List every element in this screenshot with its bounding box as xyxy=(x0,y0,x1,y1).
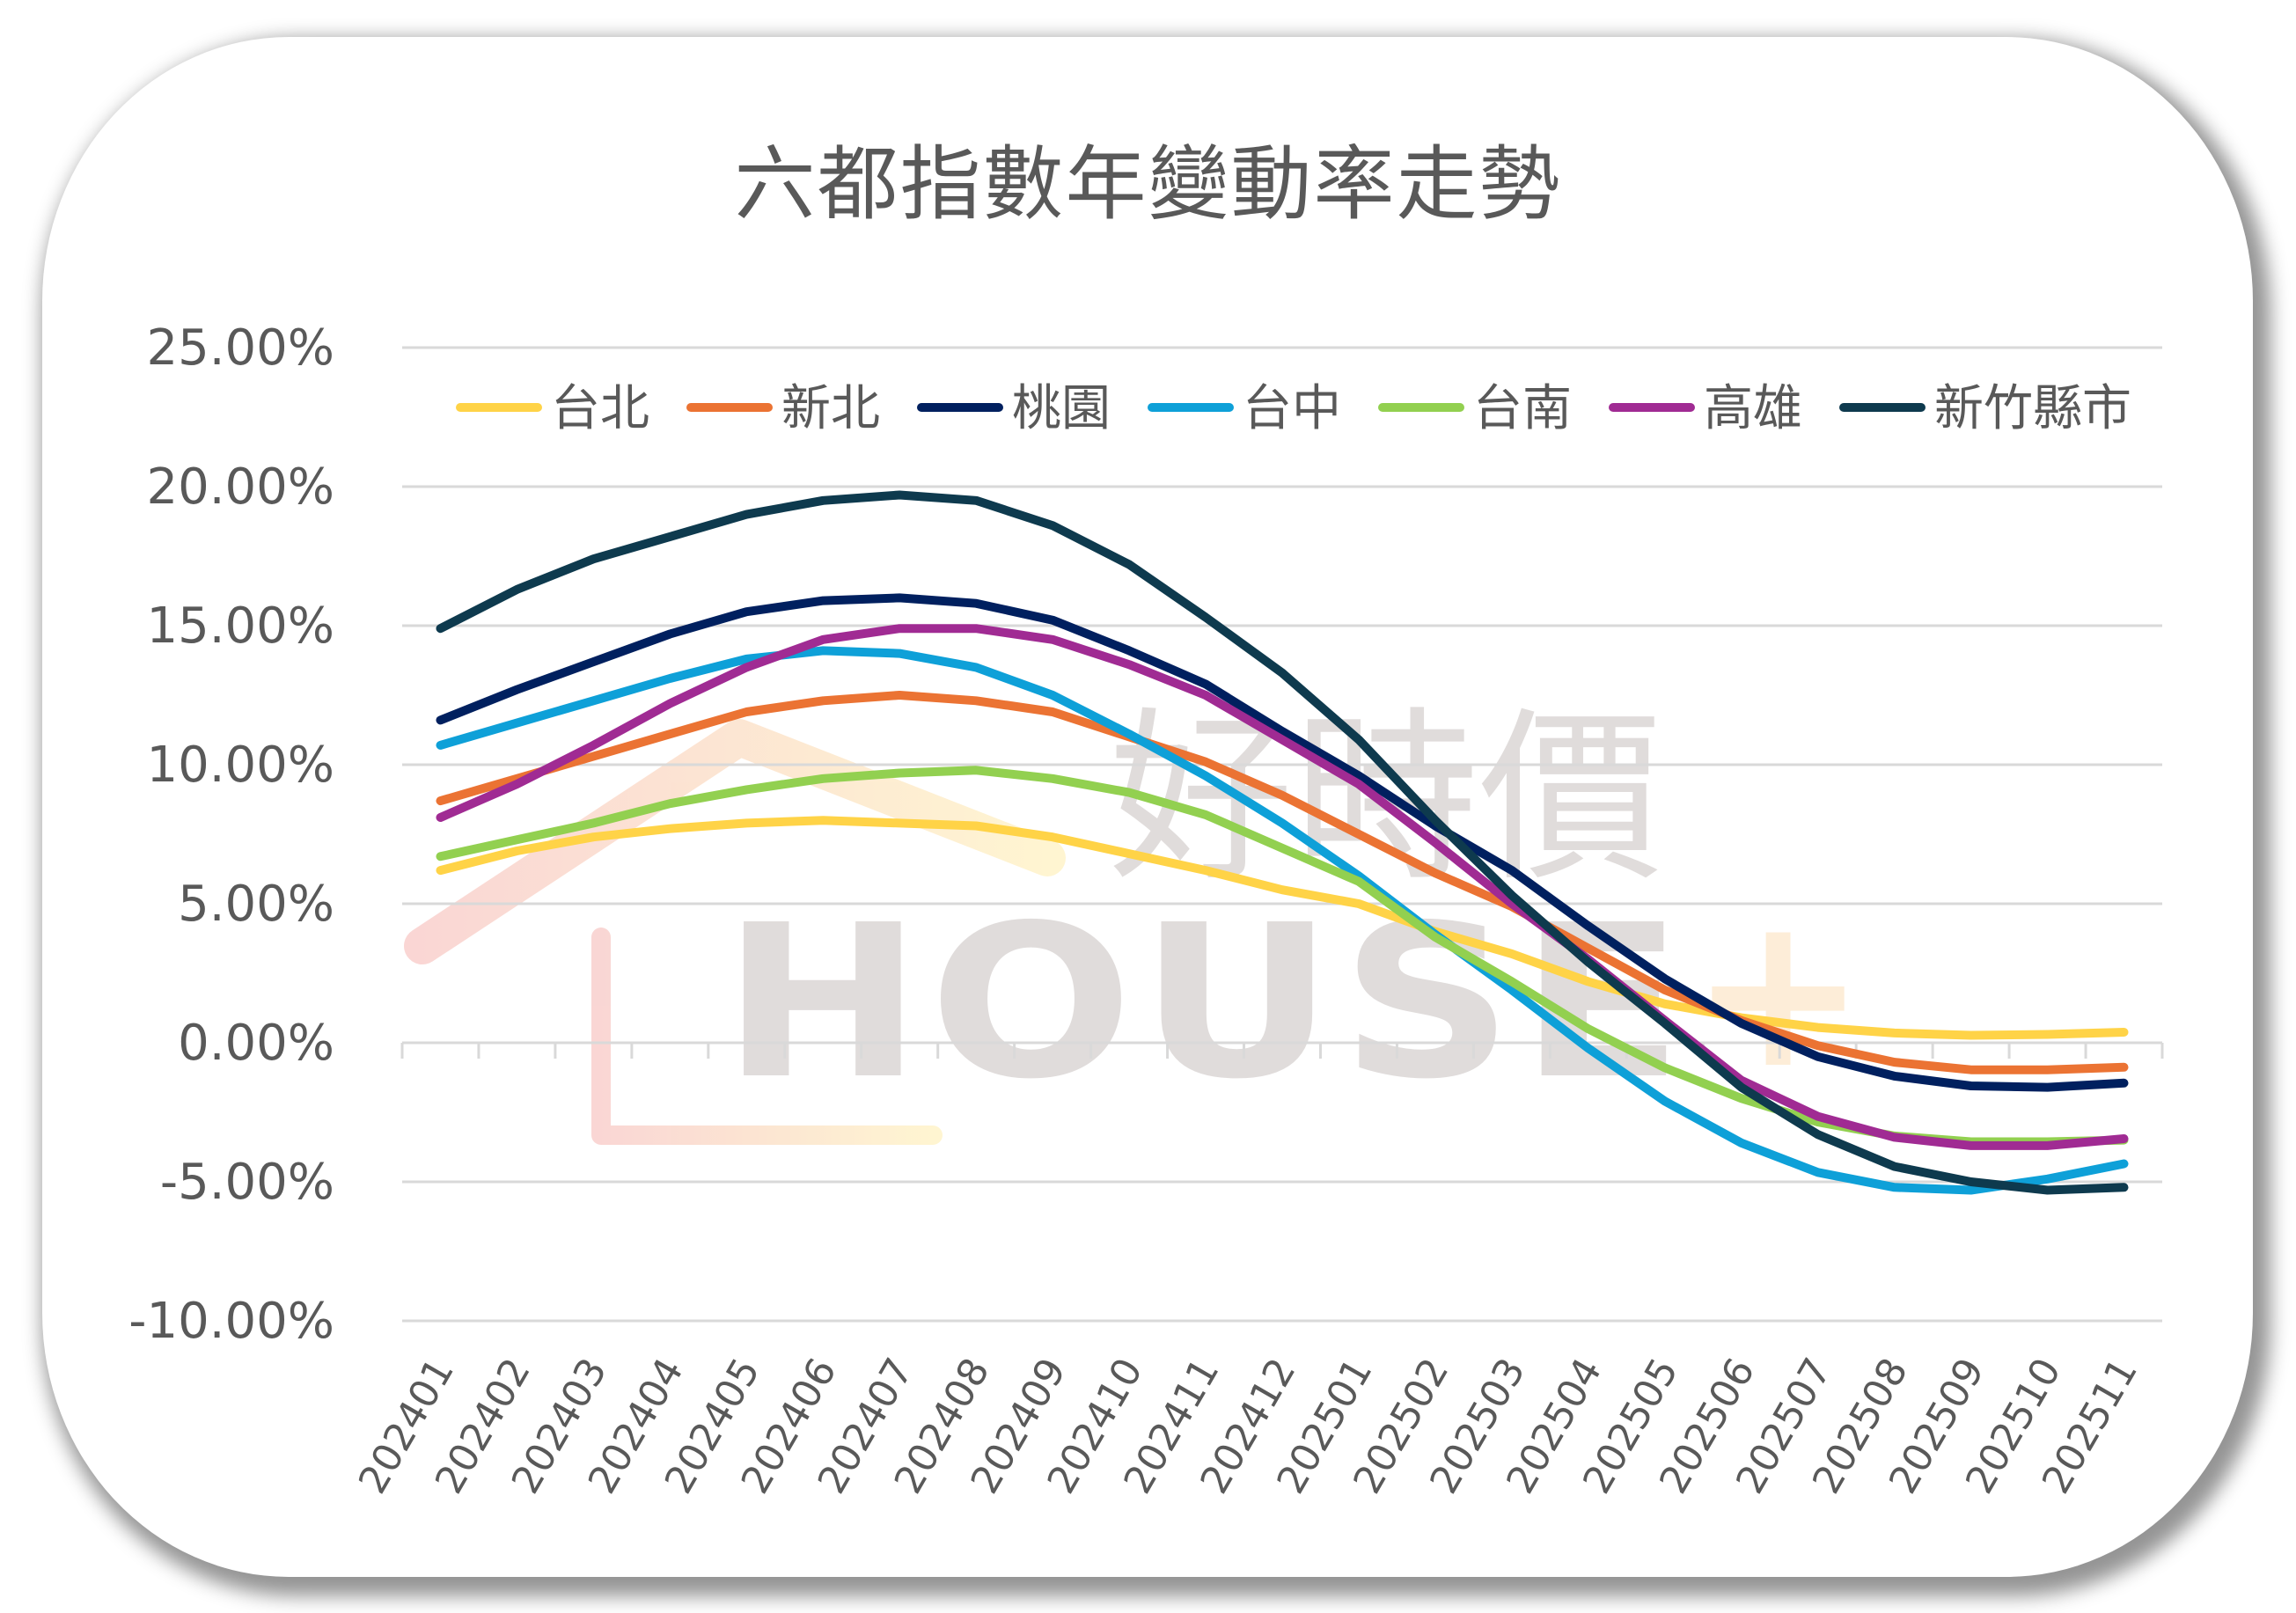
y-tick-label: -10.00% xyxy=(128,1293,334,1350)
watermark-plus: + xyxy=(1690,869,1872,1115)
legend-item: 新竹縣市 xyxy=(1839,380,2131,437)
series-line-桃園 xyxy=(436,593,2129,1092)
y-tick-label: 10.00% xyxy=(146,737,334,794)
legend-label: 台中 xyxy=(1243,380,1341,437)
y-tick-label: 20.00% xyxy=(146,458,334,516)
legend-label: 台南 xyxy=(1473,380,1572,437)
y-tick-label: 0.00% xyxy=(178,1015,334,1072)
y-tick-label: 5.00% xyxy=(178,876,334,933)
legend-label: 新北 xyxy=(781,380,880,437)
legend-item: 高雄 xyxy=(1609,380,1802,437)
legend-label: 台北 xyxy=(551,380,649,437)
watermark: 好時價 HOUSE + xyxy=(404,691,1872,1145)
series-line-新竹縣市 xyxy=(436,490,2129,1195)
legend-label: 高雄 xyxy=(1704,380,1802,437)
series-line-新北 xyxy=(436,691,2129,1074)
watermark-bracket-icon xyxy=(591,927,943,1145)
series-lines xyxy=(436,490,2129,1195)
series-line-台北 xyxy=(436,816,2129,1040)
chart-title: 六都指數年變動率走勢 xyxy=(734,137,1562,231)
legend-item: 台南 xyxy=(1378,380,1572,437)
y-tick-label: 15.00% xyxy=(146,598,334,655)
legend-label: 新竹縣市 xyxy=(1934,380,2131,437)
series-line-高雄 xyxy=(436,624,2129,1150)
y-axis: 25.00% 20.00% 15.00% 10.00% 5.00% 0.00% -5.00%… xyxy=(128,319,334,1350)
legend-label: 桃園 xyxy=(1012,380,1111,437)
legend-item: 台北 xyxy=(456,380,649,437)
legend-item: 新北 xyxy=(686,380,880,437)
legend: 台北 新北 桃園 台中 台南 高雄 新竹縣市 xyxy=(456,380,2131,437)
y-tick-label: -5.00% xyxy=(160,1154,334,1211)
legend-item: 台中 xyxy=(1148,380,1341,437)
legend-item: 桃園 xyxy=(917,380,1111,437)
y-tick-label: 25.00% xyxy=(146,319,334,377)
watermark-roof-icon xyxy=(404,719,1066,964)
series-line-台中 xyxy=(436,646,2129,1195)
